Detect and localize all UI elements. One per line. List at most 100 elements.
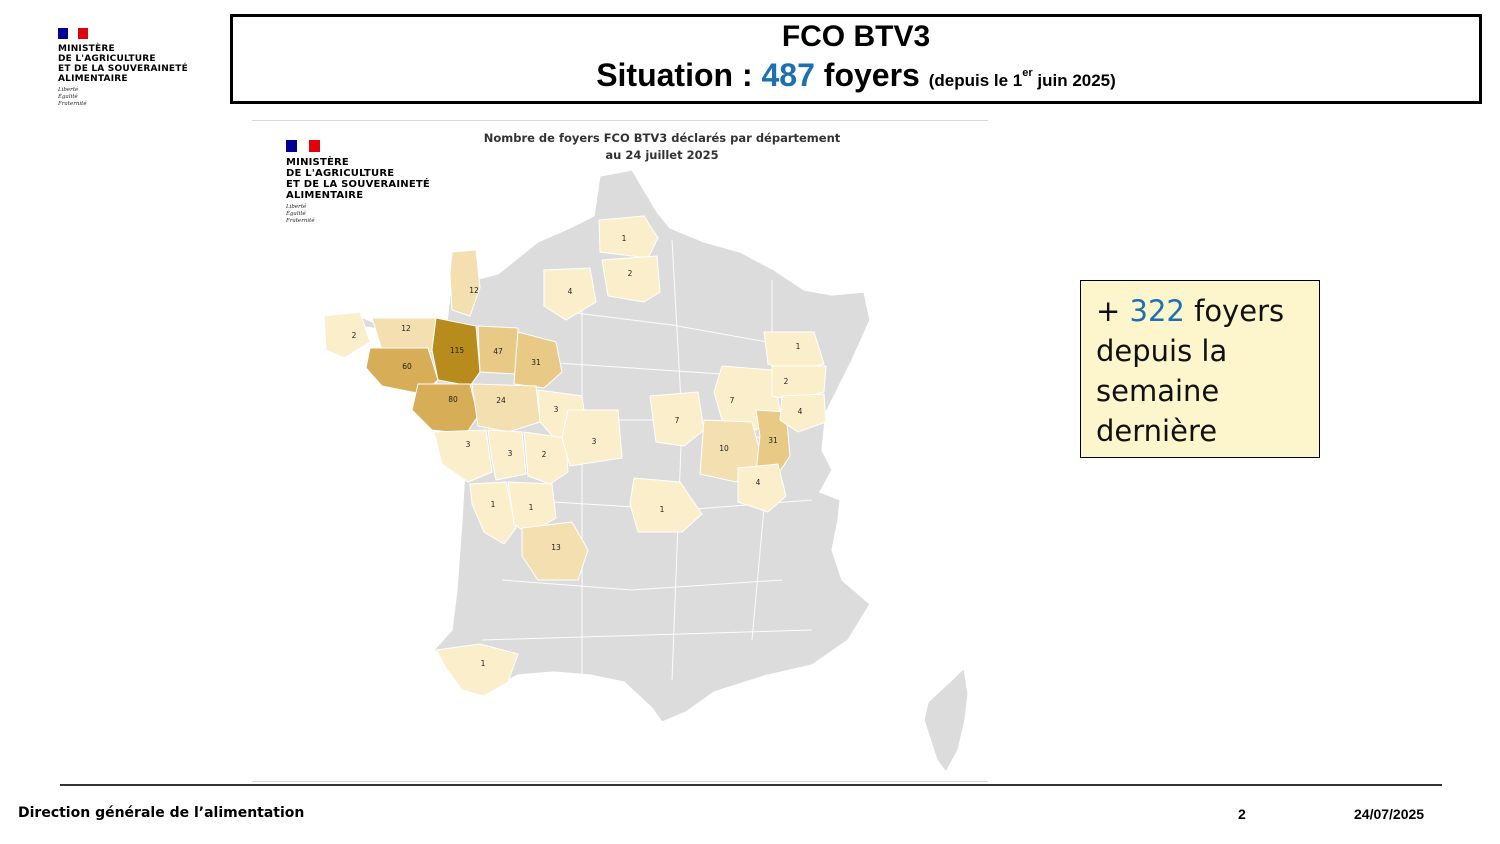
department-doubs-sud [779,393,827,433]
department-border [501,579,783,591]
department-value-label: 1 [529,503,534,512]
department-value-label: 4 [568,287,573,296]
motto-line: Liberté [286,204,307,210]
callout-line1-suffix: foyers [1184,294,1285,328]
department-value-label: 7 [730,396,735,405]
department-value-label: 2 [628,269,633,278]
department-value-label: 31 [531,358,541,367]
department-manche [449,249,481,317]
department-value-label: 2 [352,331,357,340]
callout-prefix: + [1096,294,1130,328]
department-value-label: 12 [401,324,411,333]
french-flag-icon [58,28,88,39]
department-finist-re [323,311,371,359]
map-title: Nombre de foyers FCO BTV3 déclarés par d… [452,130,872,164]
map-departments-layer [323,215,827,697]
slide-title: FCO BTV3 [781,20,931,53]
department-value-label: 1 [660,505,665,514]
callout-new-foyers: 322 [1129,294,1185,328]
department-value-label: 13 [551,543,561,552]
department-value-label: 1 [481,659,486,668]
department-value-label: 60 [402,362,412,371]
department-value-label: 1 [622,234,627,243]
department-value-label: 3 [466,440,471,449]
page-number: 2 [1238,806,1246,822]
logo-motto: Liberté Égalité Fraternité [58,87,218,108]
callout-line3: semaine [1096,374,1220,408]
map-logo-name: MINISTÈRE DE L'AGRICULTURE ET DE LA SOUV… [286,157,456,201]
map-logo-motto: Liberté Égalité Fraternité [286,204,456,225]
department-puy-de-d-me [629,477,703,533]
department-value-label: 1 [796,342,801,351]
department-dordogne [521,521,589,581]
callout-line4: dernière [1096,414,1218,448]
footer-org: Direction générale de l’alimentation [18,805,305,821]
title-box: FCO BTV3 Situation : 487 foyers (depuis … [230,14,1482,104]
department-value-label: 3 [592,437,597,446]
corsica [923,666,969,774]
department-border [481,629,813,641]
map-title-line1: Nombre de foyers FCO BTV3 déclarés par d… [483,131,841,145]
department-maine-et-loire [471,383,541,433]
department-value-label: 80 [448,395,458,404]
department-oise [601,255,661,303]
map-bottom-border [252,781,988,782]
department-pyr-n-es-atlantiques [435,643,519,697]
department-loire-atlantique [411,383,479,435]
department-value-label: 1 [491,500,496,509]
logo-line: ET DE LA SOUVERAINETÉ [286,179,430,190]
logo-line: DE L'AGRICULTURE [58,54,156,64]
logo-line: MINISTÈRE [58,44,115,54]
logo-line: ALIMENTAIRE [58,74,128,84]
motto-line: Égalité [286,211,306,217]
period-prefix: (depuis le 1 [928,71,1023,90]
situation-line: Situation : 487 foyers (depuis le 1er ju… [233,55,1479,101]
department-value-label: 2 [784,377,789,386]
department-sarthe [513,331,563,389]
department-indre [561,409,623,467]
department-value-label: 7 [675,416,680,425]
situation-prefix: Situation : [596,57,762,93]
department-value-label: 4 [756,478,761,487]
motto-line: Liberté [58,87,79,93]
department-ain [737,463,787,513]
period: (depuis le 1er juin 2025) [928,67,1116,90]
department-deux-s-vres [487,429,527,481]
logo-line: ET DE LA SOUVERAINETÉ [58,64,188,74]
logo-line: ALIMENTAIRE [286,190,364,201]
map-ministry-logo: MINISTÈRE DE L'AGRICULTURE ET DE LA SOUV… [286,140,456,225]
callout-line1: + 322 foyers [1096,291,1319,331]
period-suffix: juin 2025) [1032,71,1116,90]
department-value-label: 31 [768,436,778,445]
ministry-logo: MINISTÈRE DE L'AGRICULTURE ET DE LA SOUV… [58,28,218,108]
department-value-label: 47 [493,347,503,356]
department-eure [543,267,597,321]
motto-line: Fraternité [286,218,315,224]
department-value-label: 3 [554,405,559,414]
map-panel: 1 2 4 12 2 12 115 47 31 60 80 24 3 3 3 2 3 1 1 13 1 1 7 7 10 31 4 1… [252,120,988,782]
map-title-line2: au 24 juillet 2025 [605,148,719,162]
department-value-label: 2 [542,450,547,459]
department-value-label: 24 [496,396,506,405]
department-value-label: 3 [508,449,513,458]
motto-line: Fraternité [58,101,87,107]
footer-divider [60,784,1442,786]
logo-line: MINISTÈRE [286,157,349,168]
map-top-border [252,120,988,121]
department-value-label: 12 [469,286,479,295]
department-vienne [523,431,569,485]
situation-suffix: foyers [814,57,920,93]
logo-line: DE L'AGRICULTURE [286,168,395,179]
total-foyers: 487 [761,57,815,93]
department-seine-maritime [598,215,659,259]
callout-line2: depuis la [1096,334,1228,368]
department-value-label: 115 [450,346,465,355]
department-vend-e [433,429,493,483]
logo-name: MINISTÈRE DE L'AGRICULTURE ET DE LA SOUV… [58,44,218,84]
department-ni-vre [649,391,705,447]
motto-line: Égalité [58,94,78,100]
french-flag-icon [286,140,320,152]
footer-date: 24/07/2025 [1354,806,1425,822]
